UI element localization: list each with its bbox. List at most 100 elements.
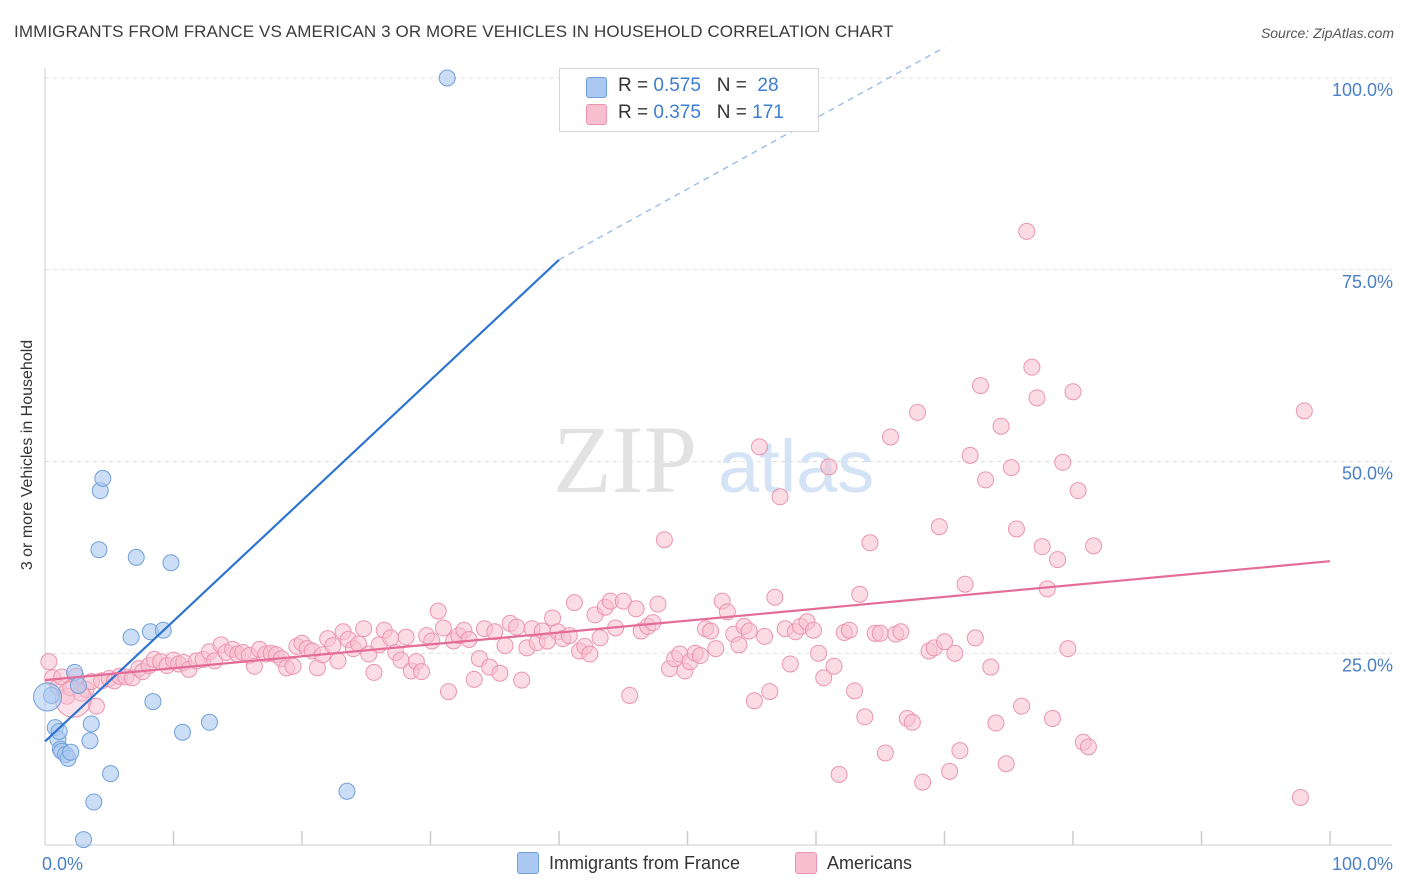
- grid-lines: [45, 77, 1392, 654]
- point-americans: [581, 645, 599, 663]
- watermark-zip: ZIP: [553, 406, 697, 513]
- point-americans: [707, 640, 725, 658]
- point-americans: [1054, 453, 1072, 471]
- point-americans: [903, 713, 921, 731]
- point-americans: [434, 619, 452, 637]
- x-tick-label: 100.0%: [1332, 854, 1393, 874]
- stats-text: R = 0.375 N = 171: [618, 102, 784, 123]
- point-immigrants: [90, 541, 108, 559]
- point-americans: [1043, 709, 1061, 727]
- point-americans: [513, 671, 531, 689]
- point-immigrants: [85, 793, 103, 811]
- point-americans: [871, 624, 889, 642]
- watermark-atlas: atlas: [718, 425, 874, 508]
- point-americans: [992, 417, 1010, 435]
- point-americans: [771, 488, 789, 506]
- point-americans: [40, 653, 58, 671]
- point-immigrants: [200, 713, 218, 731]
- point-americans: [1049, 551, 1067, 569]
- point-americans: [1059, 640, 1077, 658]
- page-title: IMMIGRANTS FROM FRANCE VS AMERICAN 3 OR …: [14, 22, 894, 41]
- point-americans: [946, 644, 964, 662]
- point-americans: [971, 377, 989, 395]
- legend-item-americans: Americans: [795, 852, 912, 876]
- point-immigrants: [162, 554, 180, 572]
- point-americans: [730, 636, 748, 654]
- legend-swatch-pink: [795, 852, 817, 875]
- point-americans: [936, 633, 953, 651]
- point-immigrants: [127, 548, 145, 566]
- point-immigrants: [75, 831, 93, 849]
- point-americans: [245, 657, 263, 675]
- point-americans: [997, 755, 1015, 773]
- point-americans: [1295, 402, 1313, 420]
- y-tick-label: 50.0%: [1342, 464, 1393, 484]
- point-americans: [1018, 222, 1036, 240]
- point-americans: [876, 744, 894, 762]
- point-americans: [745, 692, 763, 710]
- point-americans: [649, 595, 667, 613]
- point-americans: [1079, 738, 1097, 756]
- point-americans: [956, 575, 974, 593]
- point-americans: [977, 471, 995, 489]
- axes: [44, 68, 1392, 846]
- legend-label: Americans: [827, 852, 913, 873]
- point-americans: [830, 765, 848, 783]
- point-americans: [781, 655, 799, 673]
- point-immigrants: [338, 782, 356, 800]
- point-americans: [1069, 482, 1087, 500]
- point-immigrants: [50, 722, 68, 740]
- point-americans: [365, 663, 383, 681]
- point-americans: [486, 623, 504, 641]
- point-americans: [1002, 459, 1020, 477]
- trend-line-americans: [44, 560, 1331, 682]
- point-americans: [882, 428, 900, 446]
- point-americans: [355, 620, 373, 638]
- point-americans: [508, 618, 526, 636]
- point-americans: [756, 627, 774, 645]
- point-immigrants: [122, 628, 140, 646]
- point-americans: [382, 629, 400, 647]
- point-americans: [329, 652, 347, 670]
- trend-line-immigrants-extension: [558, 46, 945, 261]
- series-immigrants-from-france: [33, 69, 456, 849]
- point-americans: [815, 669, 833, 687]
- point-americans: [284, 657, 302, 675]
- stats-swatch-blue: [586, 77, 607, 98]
- point-americans: [846, 682, 864, 700]
- point-immigrants-cluster: [33, 682, 63, 712]
- point-americans: [941, 762, 959, 780]
- point-americans: [766, 588, 784, 606]
- point-immigrants: [81, 732, 99, 750]
- series-americans: [40, 222, 1313, 806]
- point-americans: [496, 637, 514, 655]
- point-americans: [825, 657, 843, 675]
- trend-lines: [44, 46, 1331, 743]
- point-americans: [740, 622, 758, 640]
- point-americans: [1013, 697, 1031, 715]
- point-americans: [851, 585, 869, 603]
- point-americans: [627, 600, 645, 618]
- point-immigrants: [62, 743, 80, 761]
- point-americans: [324, 637, 342, 655]
- point-americans: [423, 632, 441, 650]
- point-americans: [691, 647, 709, 665]
- point-americans: [804, 621, 822, 639]
- point-americans: [429, 602, 447, 620]
- point-americans: [465, 670, 483, 688]
- point-immigrants: [94, 469, 112, 487]
- point-americans: [591, 629, 609, 647]
- legend-label: Immigrants from France: [549, 852, 741, 873]
- stats-legend: R = 0.575 N = 28 R = 0.375 N = 171: [559, 68, 819, 132]
- point-americans: [491, 664, 509, 682]
- point-americans: [1028, 389, 1046, 407]
- point-americans: [1064, 383, 1082, 401]
- point-americans: [987, 714, 1005, 732]
- x-tick-label: 0.0%: [42, 854, 83, 874]
- point-americans: [439, 683, 457, 701]
- point-americans: [861, 534, 879, 552]
- point-immigrants: [173, 723, 191, 741]
- point-immigrants: [69, 676, 87, 694]
- legend-item-immigrants: Immigrants from France: [517, 852, 740, 876]
- point-americans: [914, 773, 932, 791]
